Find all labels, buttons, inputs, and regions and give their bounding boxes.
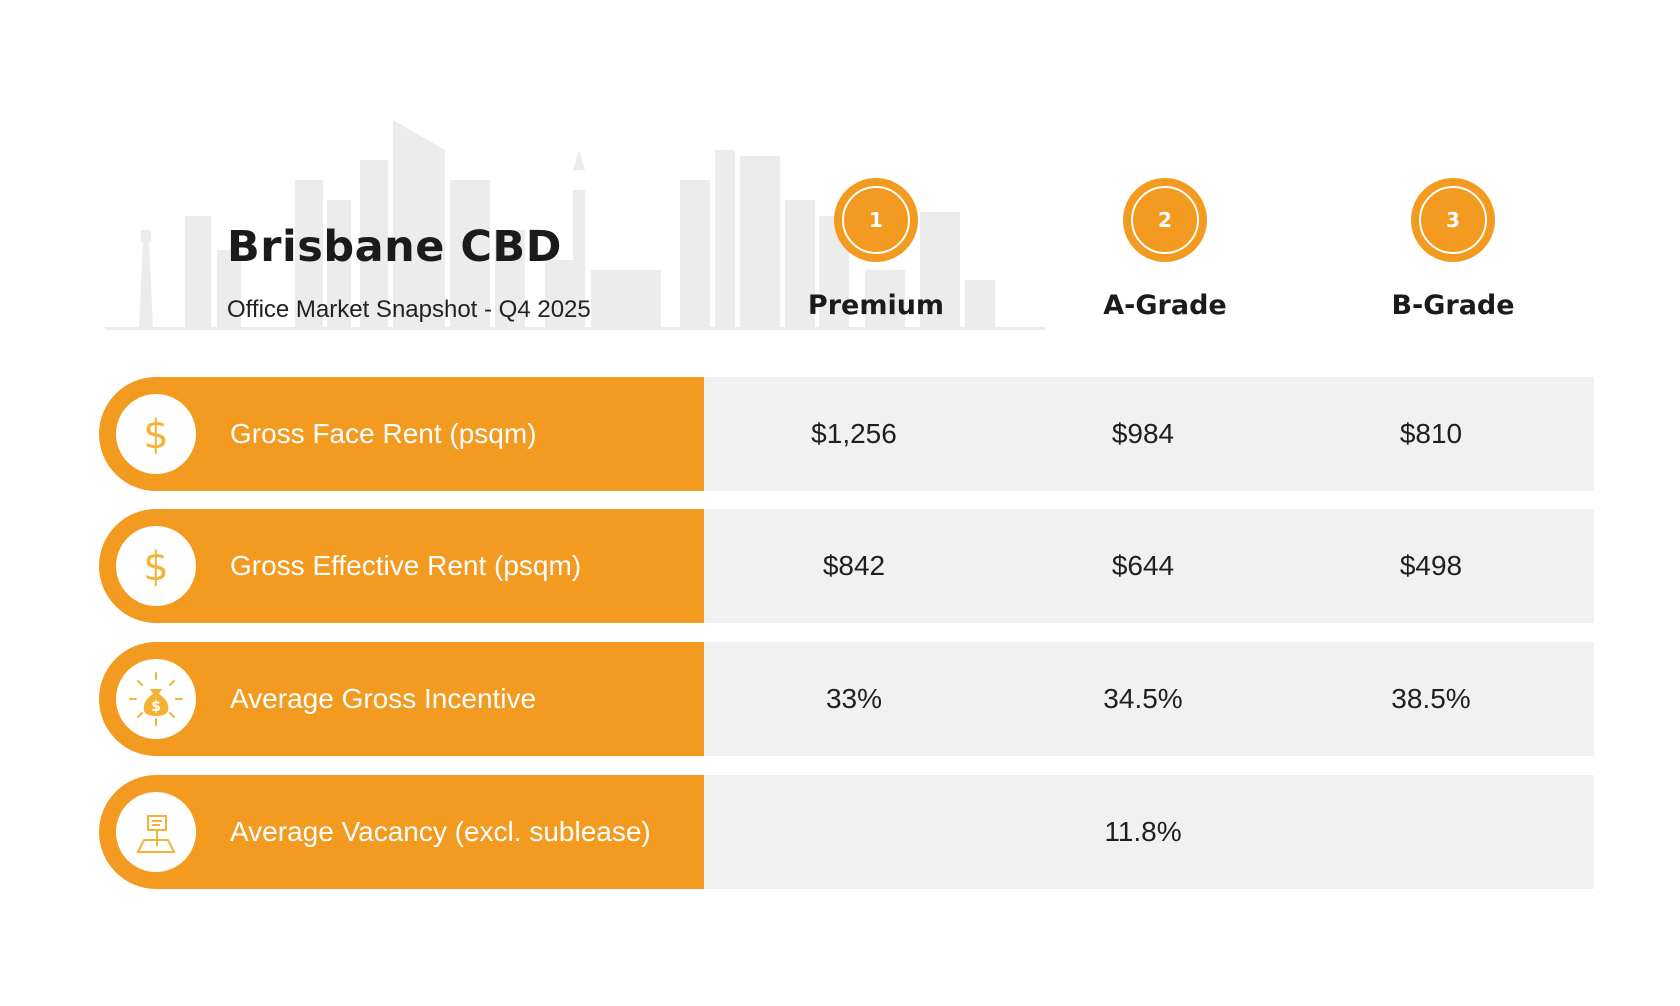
row-label: Gross Face Rent (psqm) bbox=[230, 418, 537, 449]
dollar-icon: $ bbox=[116, 394, 196, 474]
table-row-gross-effective-rent: $ Gross Effective Rent (psqm) $842 $644 … bbox=[99, 509, 1594, 623]
column-label: A-Grade bbox=[1103, 290, 1227, 321]
row-label-band: $ Gross Effective Rent (psqm) bbox=[99, 509, 704, 623]
badge-number: 3 bbox=[1419, 186, 1487, 254]
row-label-band: $ Gross Face Rent (psqm) bbox=[99, 377, 704, 491]
value-a-grade: $644 bbox=[1111, 550, 1175, 581]
money-bag-icon: $ bbox=[116, 659, 196, 739]
column-header-b-grade: 3 B-Grade bbox=[1333, 178, 1573, 321]
city-skyline-graphic bbox=[105, 120, 1045, 330]
value-b-grade: $498 bbox=[1399, 550, 1463, 581]
value-b-grade: $810 bbox=[1399, 418, 1463, 449]
page-title: Brisbane CBD bbox=[227, 222, 562, 272]
table-row-gross-face-rent: $ Gross Face Rent (psqm) $1,256 $984 $81… bbox=[99, 377, 1594, 491]
table-row-average-gross-incentive: $ Average Gross Incentive 33% 34.5% 38.5… bbox=[99, 642, 1594, 756]
value-premium: $842 bbox=[822, 550, 886, 581]
column-label: B-Grade bbox=[1391, 290, 1515, 321]
badge-number: 2 bbox=[1131, 186, 1199, 254]
svg-text:$: $ bbox=[143, 412, 168, 456]
number-badge: 1 bbox=[834, 178, 918, 262]
column-header-premium: 1 Premium bbox=[756, 178, 996, 321]
row-values: 11.8% bbox=[704, 775, 1594, 889]
badge-number: 1 bbox=[842, 186, 910, 254]
value-premium bbox=[734, 775, 974, 889]
value-a-grade: 34.5% bbox=[1103, 683, 1183, 714]
value-b-grade bbox=[1311, 775, 1551, 889]
value-premium: $1,256 bbox=[811, 418, 897, 449]
vacant-land-sign-icon bbox=[116, 792, 196, 872]
row-label-band: $ Average Gross Incentive bbox=[99, 642, 704, 756]
row-label: Average Vacancy (excl. sublease) bbox=[230, 816, 651, 847]
table-row-average-vacancy: Average Vacancy (excl. sublease) 11.8% bbox=[99, 775, 1594, 889]
svg-text:$: $ bbox=[151, 699, 161, 715]
number-badge: 3 bbox=[1411, 178, 1495, 262]
page-subtitle: Office Market Snapshot - Q4 2025 bbox=[227, 296, 591, 323]
column-label: Premium bbox=[807, 290, 945, 321]
row-values: 33% 34.5% 38.5% bbox=[704, 642, 1594, 756]
row-values: $842 $644 $498 bbox=[704, 509, 1594, 623]
row-label-band: Average Vacancy (excl. sublease) bbox=[99, 775, 704, 889]
row-label: Average Gross Incentive bbox=[230, 683, 537, 714]
value-b-grade: 38.5% bbox=[1391, 683, 1471, 714]
value-a-grade: $984 bbox=[1111, 418, 1175, 449]
row-values: $1,256 $984 $810 bbox=[704, 377, 1594, 491]
row-label: Gross Effective Rent (psqm) bbox=[230, 550, 582, 581]
value-premium: 33% bbox=[825, 683, 883, 714]
column-header-a-grade: 2 A-Grade bbox=[1045, 178, 1285, 321]
value-a-grade: 11.8% bbox=[1104, 816, 1182, 847]
number-badge: 2 bbox=[1123, 178, 1207, 262]
svg-text:$: $ bbox=[143, 544, 168, 588]
dollar-icon: $ bbox=[116, 526, 196, 606]
